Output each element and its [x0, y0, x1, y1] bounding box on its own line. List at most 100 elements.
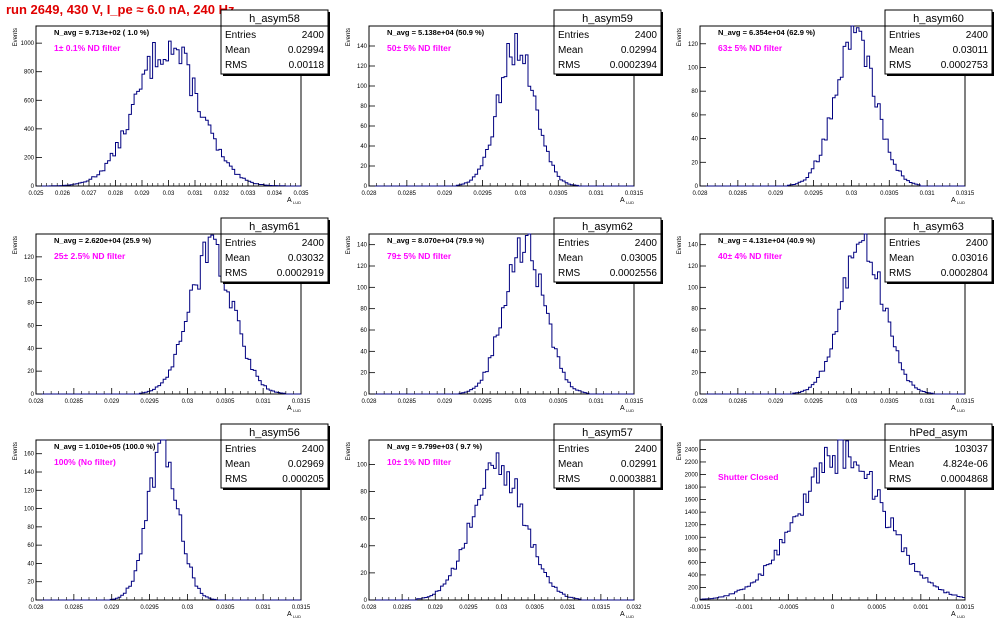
y-tick-label: 20: [27, 580, 34, 586]
x-tick-label: 0.0305: [880, 399, 899, 405]
filter-label: 79± 5% ND filter: [387, 251, 452, 261]
x-axis-label: A: [287, 197, 292, 204]
stats-box-title: h_asym59: [582, 13, 633, 25]
x-tick-label: -0.0015: [690, 605, 711, 611]
histogram-panel-h_asym60: 0.028 0.0285 0.029 0.0295 0.03 0.0305 0.031 0.0…: [677, 9, 994, 205]
x-axis-label-subscript: LUD: [293, 408, 301, 413]
x-tick-label: 0.0295: [140, 605, 159, 611]
x-tick-label: 0.03: [163, 191, 175, 197]
y-tick-label: 20: [360, 371, 367, 377]
histogram-panel-h_asym63: 0.028 0.0285 0.029 0.0295 0.03 0.0305 0.031 0.0…: [677, 217, 994, 413]
y-tick-label: 600: [24, 98, 35, 104]
y-tick-label: 0: [364, 598, 368, 604]
x-axis-label-subscript: LUD: [957, 614, 965, 619]
y-tick-label: 200: [688, 585, 699, 591]
x-tick-label: 0.03: [846, 191, 858, 197]
x-tick-label: 0.031: [256, 399, 272, 405]
navg-label: N_avg = 5.138e+04 (50.9 %): [387, 28, 485, 37]
x-axis-label-subscript: LUD: [957, 200, 965, 205]
stats-label: Entries: [558, 30, 589, 41]
histogram-panel-h_asym61: 0.028 0.0285 0.029 0.0295 0.03 0.0305 0.031 0.0…: [13, 217, 330, 413]
x-tick-label: 0.0305: [525, 605, 544, 611]
y-tick-label: 0: [31, 184, 35, 190]
stats-box-title: h_asym62: [582, 221, 633, 233]
histogram-panel-h_asym58: 0.025 0.026 0.027 0.028 0.029 0.03 0.031 0.032 0…: [13, 9, 330, 205]
x-axis-label-subscript: LUD: [293, 614, 301, 619]
stats-box-title: h_asym60: [913, 13, 964, 25]
x-tick-label: 0.0315: [292, 605, 311, 611]
stats-value: 0.03016: [952, 253, 989, 264]
y-tick-label: 0: [364, 184, 368, 190]
stats-box: [220, 423, 329, 489]
navg-label: N_avg = 8.070e+04 (79.9 %): [387, 236, 485, 245]
histogram-panel-h_asym62: 0.028 0.0285 0.029 0.0295 0.03 0.0305 0.031 0.0…: [346, 217, 663, 413]
y-tick-label: 800: [24, 70, 35, 76]
x-tick-label: 0.028: [361, 605, 377, 611]
x-tick-label: -0.0005: [778, 605, 799, 611]
stats-value: 0.03011: [953, 45, 989, 56]
stats-value: 0.00118: [289, 60, 325, 71]
stats-value: 0.03032: [288, 253, 325, 264]
y-axis-label: Events: [677, 28, 683, 46]
y-tick-label: 60: [27, 543, 34, 549]
stats-value: 0.0003881: [610, 474, 658, 485]
stats-label: Mean: [225, 45, 250, 56]
x-tick-label: 0.028: [692, 399, 708, 405]
x-tick-label: 0.0295: [473, 191, 492, 197]
navg-label: N_avg = 9.799e+03 ( 9.7 %): [387, 442, 483, 451]
x-tick-label: 0.028: [28, 399, 44, 405]
stats-label: RMS: [225, 60, 248, 71]
stats-value: 4.824e-06: [943, 459, 988, 470]
y-tick-label: 2000: [685, 473, 699, 479]
x-axis-label: A: [287, 611, 292, 618]
stats-value: 2400: [302, 238, 325, 249]
x-tick-label: 0.03: [515, 399, 527, 405]
stats-box: [553, 9, 662, 75]
y-axis-label: Events: [13, 236, 19, 254]
stats-value: 2400: [302, 30, 325, 41]
x-tick-label: 0.0015: [956, 605, 975, 611]
x-axis-label-subscript: LUD: [626, 200, 634, 205]
x-tick-label: 0.031: [589, 191, 605, 197]
y-tick-label: 120: [24, 255, 35, 261]
x-tick-label: 0.0315: [292, 399, 311, 405]
y-tick-label: 60: [360, 328, 367, 334]
y-tick-label: 1600: [685, 498, 699, 504]
plot-frame: [35, 439, 302, 601]
stats-label: Mean: [889, 459, 914, 470]
y-tick-label: 60: [360, 124, 367, 130]
y-tick-label: 100: [357, 462, 368, 468]
x-tick-label: 0.03: [496, 605, 508, 611]
stats-label: RMS: [225, 268, 248, 279]
histogram-line: [699, 439, 966, 600]
y-tick-label: 120: [688, 264, 699, 270]
x-tick-label: 0.0305: [216, 605, 235, 611]
filter-label: Shutter Closed: [718, 472, 778, 482]
navg-label: N_avg = 6.354e+04 (62.9 %): [718, 28, 816, 37]
stats-label: Entries: [558, 238, 589, 249]
x-tick-label: 0.029: [104, 605, 120, 611]
stats-value: 2400: [966, 30, 989, 41]
x-tick-label: 0.029: [768, 191, 784, 197]
y-tick-label: 800: [688, 548, 699, 554]
y-tick-label: 20: [360, 164, 367, 170]
y-tick-label: 0: [695, 598, 699, 604]
x-tick-label: 0.0285: [393, 605, 412, 611]
stats-box: [220, 217, 329, 283]
x-tick-label: 0.028: [361, 399, 377, 405]
y-tick-label: 1000: [21, 41, 35, 47]
y-tick-label: 140: [24, 470, 35, 476]
x-tick-label: 0.0285: [65, 605, 84, 611]
y-tick-label: 2200: [685, 460, 699, 466]
stats-value: 2400: [635, 238, 658, 249]
stats-label: RMS: [889, 268, 912, 279]
stats-box-title: h_asym56: [249, 427, 300, 439]
stats-value: 0.0002556: [610, 268, 658, 279]
y-tick-label: 140: [357, 243, 368, 249]
stats-value: 0.000205: [282, 474, 324, 485]
y-tick-label: 1800: [685, 485, 699, 491]
x-tick-label: 0.034: [267, 191, 283, 197]
x-axis-label: A: [951, 197, 956, 204]
y-tick-label: 40: [691, 137, 698, 143]
stats-value: 0.0002394: [610, 60, 658, 71]
